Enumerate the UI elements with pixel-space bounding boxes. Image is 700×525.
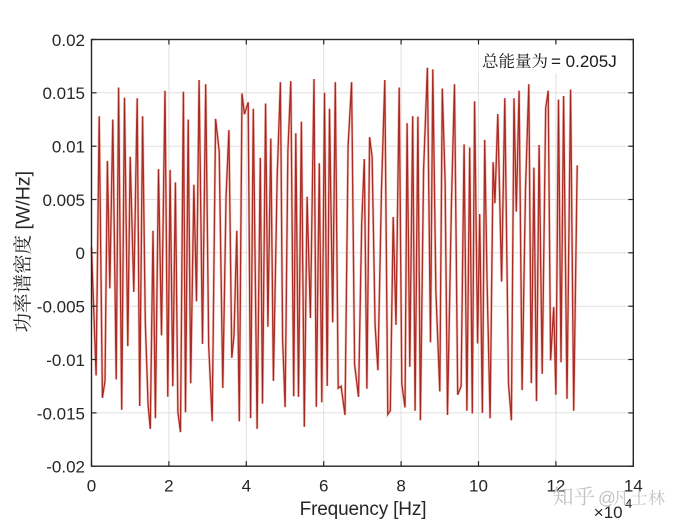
svg-text:0.005: 0.005 xyxy=(42,191,85,210)
svg-text:-0.015: -0.015 xyxy=(37,404,85,423)
svg-text:0.015: 0.015 xyxy=(42,84,85,103)
svg-text:0.02: 0.02 xyxy=(52,31,85,50)
svg-text:-0.005: -0.005 xyxy=(37,298,85,317)
svg-text:8: 8 xyxy=(396,477,405,496)
svg-text:-0.01: -0.01 xyxy=(46,351,85,370)
svg-text:×10: ×10 xyxy=(594,503,623,522)
svg-text:6: 6 xyxy=(319,477,328,496)
svg-text:4: 4 xyxy=(242,477,251,496)
svg-text:[W/Hz]: [W/Hz] xyxy=(13,171,35,230)
svg-text:14: 14 xyxy=(624,477,643,496)
svg-text:-0.02: -0.02 xyxy=(46,458,85,477)
svg-text:0: 0 xyxy=(76,244,85,263)
svg-text:12: 12 xyxy=(546,477,565,496)
svg-text:2: 2 xyxy=(164,477,173,496)
svg-text:@: @ xyxy=(598,488,616,508)
svg-text:10: 10 xyxy=(469,477,488,496)
svg-text:Frequency [Hz]: Frequency [Hz] xyxy=(300,499,427,520)
svg-text:= 0.205J: = 0.205J xyxy=(551,52,617,71)
svg-text:0: 0 xyxy=(87,477,96,496)
svg-text:0.01: 0.01 xyxy=(52,138,85,157)
